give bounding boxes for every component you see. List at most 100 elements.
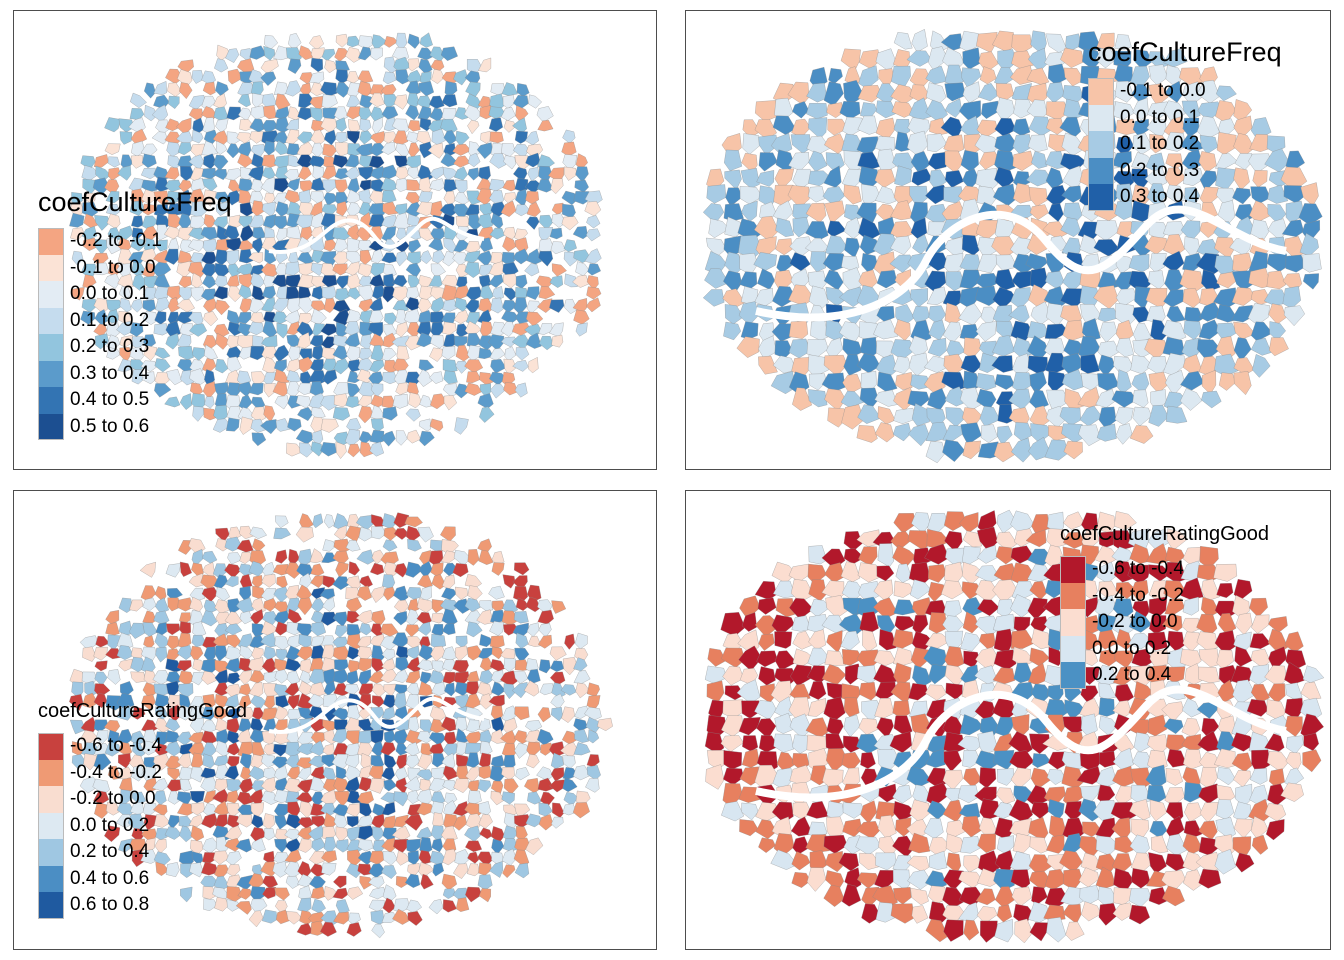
map-region	[537, 634, 553, 649]
map-region	[758, 152, 778, 172]
map-region	[742, 735, 759, 752]
map-region	[844, 237, 860, 259]
map-region	[1167, 749, 1188, 768]
map-region	[442, 780, 458, 791]
legend-item: 0.2 to 0.4	[1060, 662, 1269, 689]
map-region	[428, 778, 446, 793]
map-region	[408, 392, 422, 409]
map-region	[226, 634, 242, 648]
map-region	[806, 867, 827, 892]
map-region	[441, 716, 457, 732]
map-region	[1060, 47, 1085, 68]
map-region	[419, 250, 432, 264]
map-region	[488, 117, 503, 132]
map-region	[525, 720, 543, 733]
map-region	[515, 767, 530, 781]
map-region	[928, 319, 946, 341]
map-region	[823, 696, 846, 722]
map-region	[264, 35, 278, 50]
map-region	[274, 839, 288, 854]
map-region	[297, 286, 311, 300]
map-region	[357, 395, 373, 408]
map-region	[226, 742, 241, 756]
map-region	[1302, 253, 1322, 273]
map-region	[224, 623, 243, 636]
map-region	[895, 563, 912, 583]
map-region	[826, 102, 844, 118]
map-region	[540, 791, 555, 807]
map-region	[261, 620, 279, 636]
map-region	[69, 694, 84, 711]
map-region	[925, 421, 950, 442]
legend-item: 0.0 to 0.2	[38, 812, 247, 839]
map-region	[427, 142, 444, 159]
map-region	[584, 248, 602, 264]
map-region	[466, 752, 480, 768]
map-region	[405, 670, 421, 684]
legend-items: -0.6 to -0.4 -0.4 to -0.2 -0.2 to 0.0 0.0 t…	[38, 733, 247, 919]
map-region	[1249, 664, 1270, 686]
map-region	[215, 81, 229, 96]
map-region	[167, 704, 183, 722]
map-region	[143, 345, 158, 361]
map-region	[132, 706, 146, 720]
map-region	[394, 563, 408, 578]
map-region	[1133, 732, 1154, 753]
map-region	[912, 234, 929, 255]
map-region	[962, 440, 981, 460]
map-region	[130, 298, 144, 313]
map-region	[489, 227, 505, 240]
map-region	[538, 659, 551, 674]
map-region	[876, 565, 895, 582]
map-region	[299, 72, 314, 85]
map-region	[332, 154, 349, 168]
map-region	[407, 33, 420, 49]
river-thames	[755, 685, 1287, 802]
legend-swatch	[38, 759, 64, 786]
map-region	[429, 418, 444, 432]
map-region	[381, 658, 396, 672]
map-region	[382, 406, 398, 421]
map-region	[393, 611, 408, 626]
map-region	[142, 597, 157, 611]
map-region	[775, 217, 795, 237]
map-region	[383, 683, 396, 697]
map-region	[910, 579, 932, 600]
map-region	[224, 563, 241, 579]
map-region	[538, 323, 553, 335]
map-region	[707, 648, 727, 667]
legend: coefCultureRatingGood -0.6 to -0.4 -0.4 t…	[1060, 524, 1269, 689]
map-region	[1163, 580, 1187, 600]
map-region	[166, 635, 181, 650]
map-region	[942, 439, 965, 462]
map-region	[432, 753, 446, 768]
map-region	[168, 95, 180, 109]
map-region	[1161, 319, 1187, 342]
map-region	[431, 681, 446, 696]
map-region	[310, 598, 325, 613]
map-region	[296, 646, 315, 661]
map-region	[394, 528, 410, 540]
map-region	[875, 117, 896, 140]
map-region	[104, 143, 121, 155]
map-region	[94, 660, 108, 672]
map-region	[358, 776, 373, 792]
map-region	[393, 791, 409, 807]
map-region	[1148, 564, 1171, 582]
map-region	[332, 345, 348, 360]
map-region	[249, 264, 267, 276]
map-region	[464, 250, 481, 264]
map-region	[944, 302, 962, 325]
map-region	[1013, 422, 1033, 442]
map-region	[335, 275, 349, 290]
map-region	[1076, 766, 1102, 785]
map-region	[431, 128, 446, 145]
map-region	[430, 646, 447, 662]
map-region	[188, 95, 206, 110]
map-region	[381, 348, 397, 362]
map-region	[382, 201, 399, 215]
map-region	[324, 59, 338, 74]
map-region	[237, 93, 251, 108]
map-region	[1252, 354, 1271, 378]
map-region	[890, 235, 912, 255]
